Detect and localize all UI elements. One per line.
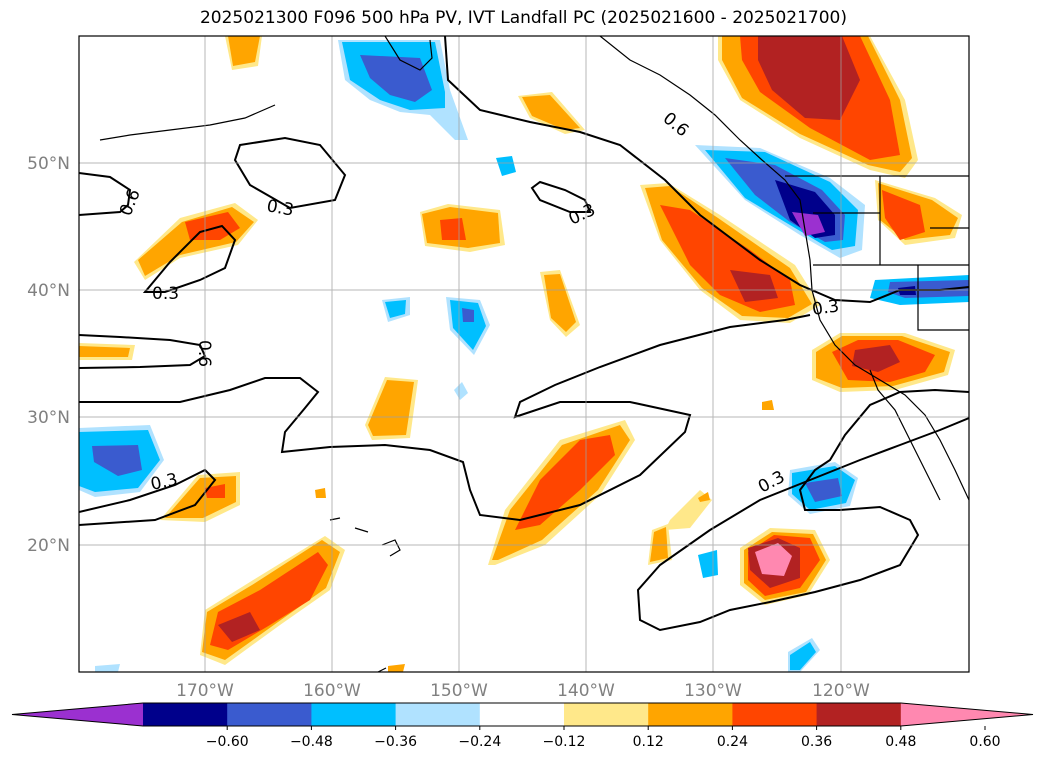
colorbar-tick-label: 0.36 — [801, 734, 832, 750]
colorbar-segment — [564, 703, 649, 726]
positive-anomaly-fills — [79, 36, 962, 672]
colorbar-segment — [227, 703, 312, 726]
colorbar-outline — [11, 702, 1034, 727]
colorbar-tick-label: 0.60 — [969, 734, 1000, 750]
contour-label: 0.3 — [152, 284, 179, 304]
colorbar-tick-label: 0.12 — [633, 734, 664, 750]
contour-label: 0.6 — [194, 340, 214, 367]
lon-label: 160°W — [303, 681, 361, 701]
negative-anomaly-fills — [79, 40, 969, 672]
colorbar-tick-label: −0.24 — [458, 734, 501, 750]
lon-label: 150°W — [430, 681, 488, 701]
colorbar-segment — [816, 703, 902, 726]
colorbar-tick-label: 0.24 — [717, 734, 748, 750]
lat-label: 40°N — [27, 281, 70, 301]
colorbar-segment — [479, 703, 565, 726]
colorbar: −0.60 −0.48 −0.36 −0.24 −0.12 0.12 0.24 0.36 0.4… — [11, 702, 1034, 750]
colorbar-segment — [395, 703, 481, 726]
lon-label: 170°W — [176, 681, 234, 701]
latitude-labels: 50°N 40°N 30°N 20°N — [27, 154, 70, 556]
lon-label: 120°W — [812, 681, 870, 701]
colorbar-extend-high — [900, 703, 1033, 726]
colorbar-tick-label: −0.36 — [374, 734, 417, 750]
colorbar-segment — [311, 703, 397, 726]
colorbar-tick-label: −0.48 — [290, 734, 333, 750]
lat-label: 50°N — [27, 154, 70, 174]
pc-contours — [79, 36, 969, 632]
colorbar-segment — [732, 703, 818, 726]
lon-label: 130°W — [684, 681, 742, 701]
gridlines — [79, 36, 969, 672]
colorbar-segment — [143, 703, 228, 726]
plot-area — [79, 36, 969, 672]
contour-label: 0.3 — [811, 296, 841, 320]
lon-label: 140°W — [557, 681, 615, 701]
lat-label: 20°N — [27, 536, 70, 556]
colorbar-extend-low — [12, 703, 143, 726]
colorbar-segment — [648, 703, 733, 726]
colorbar-tick-label: −0.60 — [206, 734, 249, 750]
map-frame — [78, 35, 970, 673]
coastlines — [99, 36, 969, 672]
map-title: 2025021300 F096 500 hPa PV, IVT Landfall… — [199, 8, 847, 28]
longitude-labels: 170°W 160°W 150°W 140°W 130°W 120°W — [176, 681, 870, 701]
colorbar-tick-label: 0.48 — [885, 734, 916, 750]
lat-label: 30°N — [27, 408, 70, 428]
colorbar-tick-label: −0.12 — [543, 734, 586, 750]
contour-label: 0.3 — [265, 196, 295, 220]
